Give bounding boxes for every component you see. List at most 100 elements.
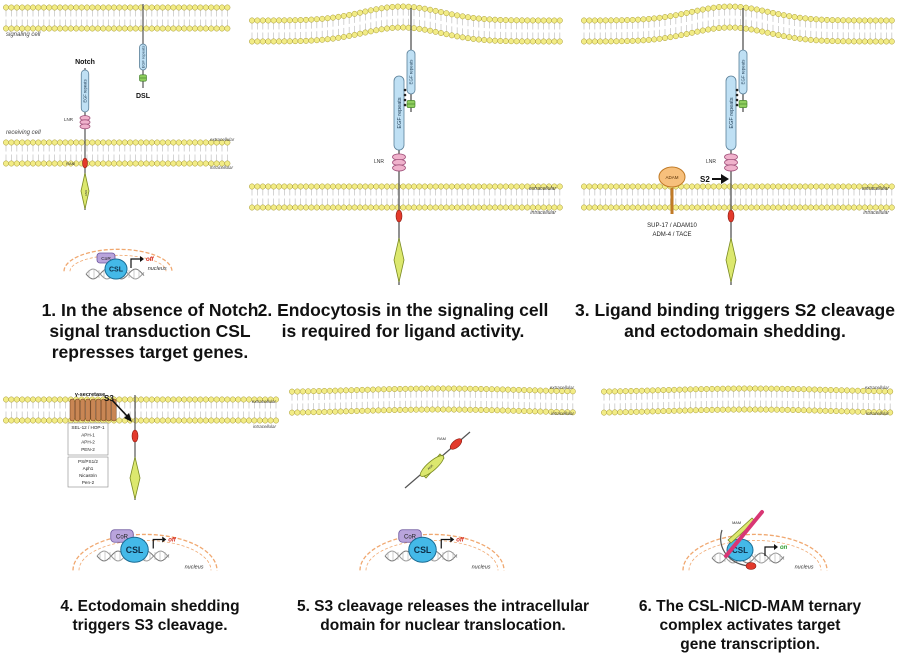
notch-ram: [82, 157, 88, 169]
lipid-head: [19, 25, 26, 32]
lipid-head: [438, 9, 444, 15]
lipid-head: [802, 36, 809, 43]
lipid-head: [362, 29, 369, 36]
lipid-head: [635, 16, 641, 23]
lipid-head: [375, 386, 382, 393]
lipid-head: [224, 139, 231, 146]
lipid-head: [613, 183, 620, 190]
nucleus-label: nucleus: [795, 565, 814, 571]
lipid-head: [434, 406, 441, 413]
lipid-head: [165, 25, 171, 32]
lipid-head: [586, 183, 593, 190]
lipid-head: [213, 396, 220, 403]
extracellular-label: extracellular: [865, 385, 890, 390]
lipid-head: [394, 24, 401, 31]
lipid-head: [824, 16, 830, 23]
promoter-arrow: off: [440, 536, 465, 549]
lipid-head: [391, 407, 398, 413]
lipid-head: [867, 38, 874, 45]
lipid-head: [678, 32, 685, 39]
lipid-head: [202, 160, 209, 167]
lipid-head: [181, 4, 188, 11]
lipid-head: [757, 385, 764, 392]
lipid-head: [780, 183, 787, 190]
lipid-head: [181, 25, 188, 32]
lipid-head: [629, 37, 636, 44]
lipid-head: [127, 25, 134, 32]
lipid-head: [716, 204, 722, 211]
lipid-head: [508, 204, 515, 211]
lipid-head: [3, 417, 9, 424]
lipid-head: [736, 385, 742, 392]
lipid-head: [513, 17, 520, 24]
lipid-head: [389, 183, 396, 190]
lipid-head: [57, 25, 63, 32]
lipid-head: [270, 38, 277, 45]
notch-lnr: [79, 115, 91, 130]
lipid-head: [154, 396, 161, 403]
lipid-head: [46, 160, 53, 167]
lipid-head: [445, 406, 452, 413]
lipid-head: [384, 204, 390, 211]
lipid-head: [519, 183, 525, 190]
lipid-head: [175, 25, 182, 32]
lipid-head: [602, 38, 609, 45]
lipid-head: [856, 38, 863, 45]
lipid-head: [519, 17, 525, 24]
lipid-head: [40, 139, 47, 146]
lipid-head: [224, 4, 231, 11]
lipid-head: [497, 37, 504, 44]
lipid-head: [35, 417, 42, 424]
lipid-head: [330, 14, 336, 21]
lipid-head: [856, 17, 863, 24]
lipid-head: [121, 4, 128, 11]
lipid-head: [459, 34, 466, 41]
lipid-head: [851, 183, 857, 190]
lipid-head: [340, 33, 347, 40]
lipid-head: [276, 183, 282, 190]
lipid-head: [705, 5, 712, 12]
lipid-head: [181, 396, 188, 403]
lipid-head: [57, 139, 63, 146]
lipid-head: [389, 24, 396, 31]
lipid-head: [432, 28, 439, 35]
lipid-head: [416, 25, 423, 32]
notch-lnr: [724, 153, 738, 172]
panel-2-caption-line-2: is required for ligand activity.: [281, 321, 525, 341]
csl-label: CSL: [414, 545, 432, 555]
lipid-head: [143, 160, 150, 167]
egf-repeats-label: EGF repeats: [741, 59, 746, 85]
lipid-head: [416, 183, 423, 190]
lipid-head: [532, 387, 538, 394]
lnr-repeat: [724, 164, 738, 172]
homolog-box-text: Pen-2: [82, 480, 95, 485]
receiving-cell-label: receiving cell: [6, 130, 41, 136]
lipid-head: [730, 385, 737, 392]
lipid-head: [367, 28, 374, 35]
lipid-head: [887, 388, 894, 395]
nucleus-label: nucleus: [472, 565, 491, 571]
lipid-head: [440, 406, 447, 413]
lipid-head: [640, 183, 647, 190]
homolog-box-frame: [67, 422, 109, 456]
lipid-head: [370, 386, 376, 393]
lipid-head: [838, 408, 845, 415]
lipid-head: [635, 204, 641, 211]
lipid-head: [709, 406, 715, 413]
lipid-head: [840, 183, 847, 190]
lipid-head: [644, 387, 651, 394]
lipid-head: [784, 385, 791, 392]
lipid-head: [608, 38, 614, 45]
lipid-head: [3, 396, 9, 403]
nicd-ram: [449, 438, 463, 450]
lipid-head: [89, 139, 96, 146]
lipid-head: [526, 387, 533, 394]
lipid-head: [89, 4, 96, 11]
lipid-head: [40, 160, 47, 167]
notch-lnr: [392, 153, 406, 172]
lipid-head: [13, 160, 20, 167]
lipid-head: [644, 408, 651, 415]
lipid-head: [186, 25, 193, 32]
lipid-head: [764, 29, 771, 36]
lipid-head: [725, 406, 732, 413]
